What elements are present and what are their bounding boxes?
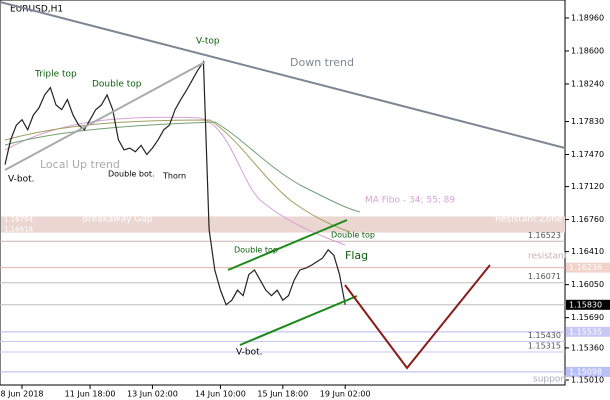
- x-tick-label: 13 Jun 02:00: [127, 390, 178, 399]
- y-tick-label: 1.17470: [571, 150, 604, 159]
- annotation: Double top: [92, 80, 142, 90]
- level-label: 1.15098: [569, 367, 602, 376]
- y-tick-label: 1.16050: [571, 280, 604, 289]
- annotation: Thorn: [162, 172, 186, 181]
- x-tick-label: 15 Jun 18:00: [257, 390, 308, 399]
- level-tag: [566, 366, 610, 377]
- x-tick-label: 8 Jun 2018: [0, 390, 43, 399]
- level-label: 1.15535: [569, 327, 602, 336]
- zone-label: 1.16794: [4, 215, 33, 223]
- y-tick-label: 1.18600: [571, 46, 604, 55]
- resistance-zone: [1, 216, 565, 233]
- price-line: [4, 60, 346, 306]
- annotation: V-bot.: [236, 348, 263, 358]
- ma-55: [4, 119, 351, 233]
- y-tick-label: 1.15010: [571, 375, 604, 384]
- down-trend-line: [0, 1, 566, 149]
- annotation: Double bot.: [108, 170, 155, 179]
- level-label: 1.15430: [528, 331, 561, 340]
- annotation: Double top: [331, 231, 375, 240]
- x-tick-label: 11 Jun 18:00: [65, 390, 116, 399]
- annotation: Breakaway Gap: [82, 215, 153, 225]
- chart-title: EURUSD,H1: [10, 5, 63, 15]
- level-tag: [566, 262, 610, 273]
- y-tick-label: 1.18240: [571, 79, 604, 88]
- zone-label: 1.16618: [4, 226, 33, 234]
- up-trend-line: [4, 61, 206, 171]
- annotation: Local Up trend: [40, 158, 120, 171]
- plot-frame: [0, 0, 566, 386]
- level-label: 1.16071: [528, 272, 561, 281]
- y-tick-label: 1.15360: [571, 343, 604, 352]
- projection: [344, 264, 491, 370]
- level-tag: [566, 299, 610, 310]
- annotation: support: [533, 375, 568, 385]
- y-tick-label: 1.16760: [571, 215, 604, 224]
- x-tick-label: 19 Jun 02:00: [320, 390, 371, 399]
- level-label: 1.15315: [528, 342, 561, 351]
- y-tick-label: 1.18960: [571, 13, 604, 22]
- annotation: Down trend: [290, 56, 354, 69]
- annotation: Double top: [234, 246, 278, 255]
- ma-34: [4, 116, 346, 246]
- level-label: 1.15830: [569, 300, 602, 309]
- annotation: Triple top: [34, 70, 77, 80]
- annotation: resistant: [528, 252, 568, 262]
- annotation: Flag: [345, 249, 368, 262]
- annotation: Resistant Zone: [495, 215, 563, 225]
- y-tick-label: 1.15690: [571, 313, 604, 322]
- flag-lower: [239, 295, 358, 346]
- y-tick-label: 1.16410: [571, 247, 604, 256]
- annotation: MA Fibo - 34; 55; 89: [365, 196, 455, 206]
- annotation: V-top: [196, 37, 220, 47]
- annotation: V-bot.: [8, 175, 35, 185]
- y-tick-label: 1.17830: [571, 117, 604, 126]
- y-tick-label: 1.17120: [571, 182, 604, 191]
- x-tick-label: 14 Jun 10:00: [195, 390, 246, 399]
- level-label: 1.16236: [569, 263, 602, 272]
- level-label: 1.16523: [528, 231, 561, 240]
- level-tag: [566, 326, 610, 337]
- flag-upper: [227, 219, 348, 271]
